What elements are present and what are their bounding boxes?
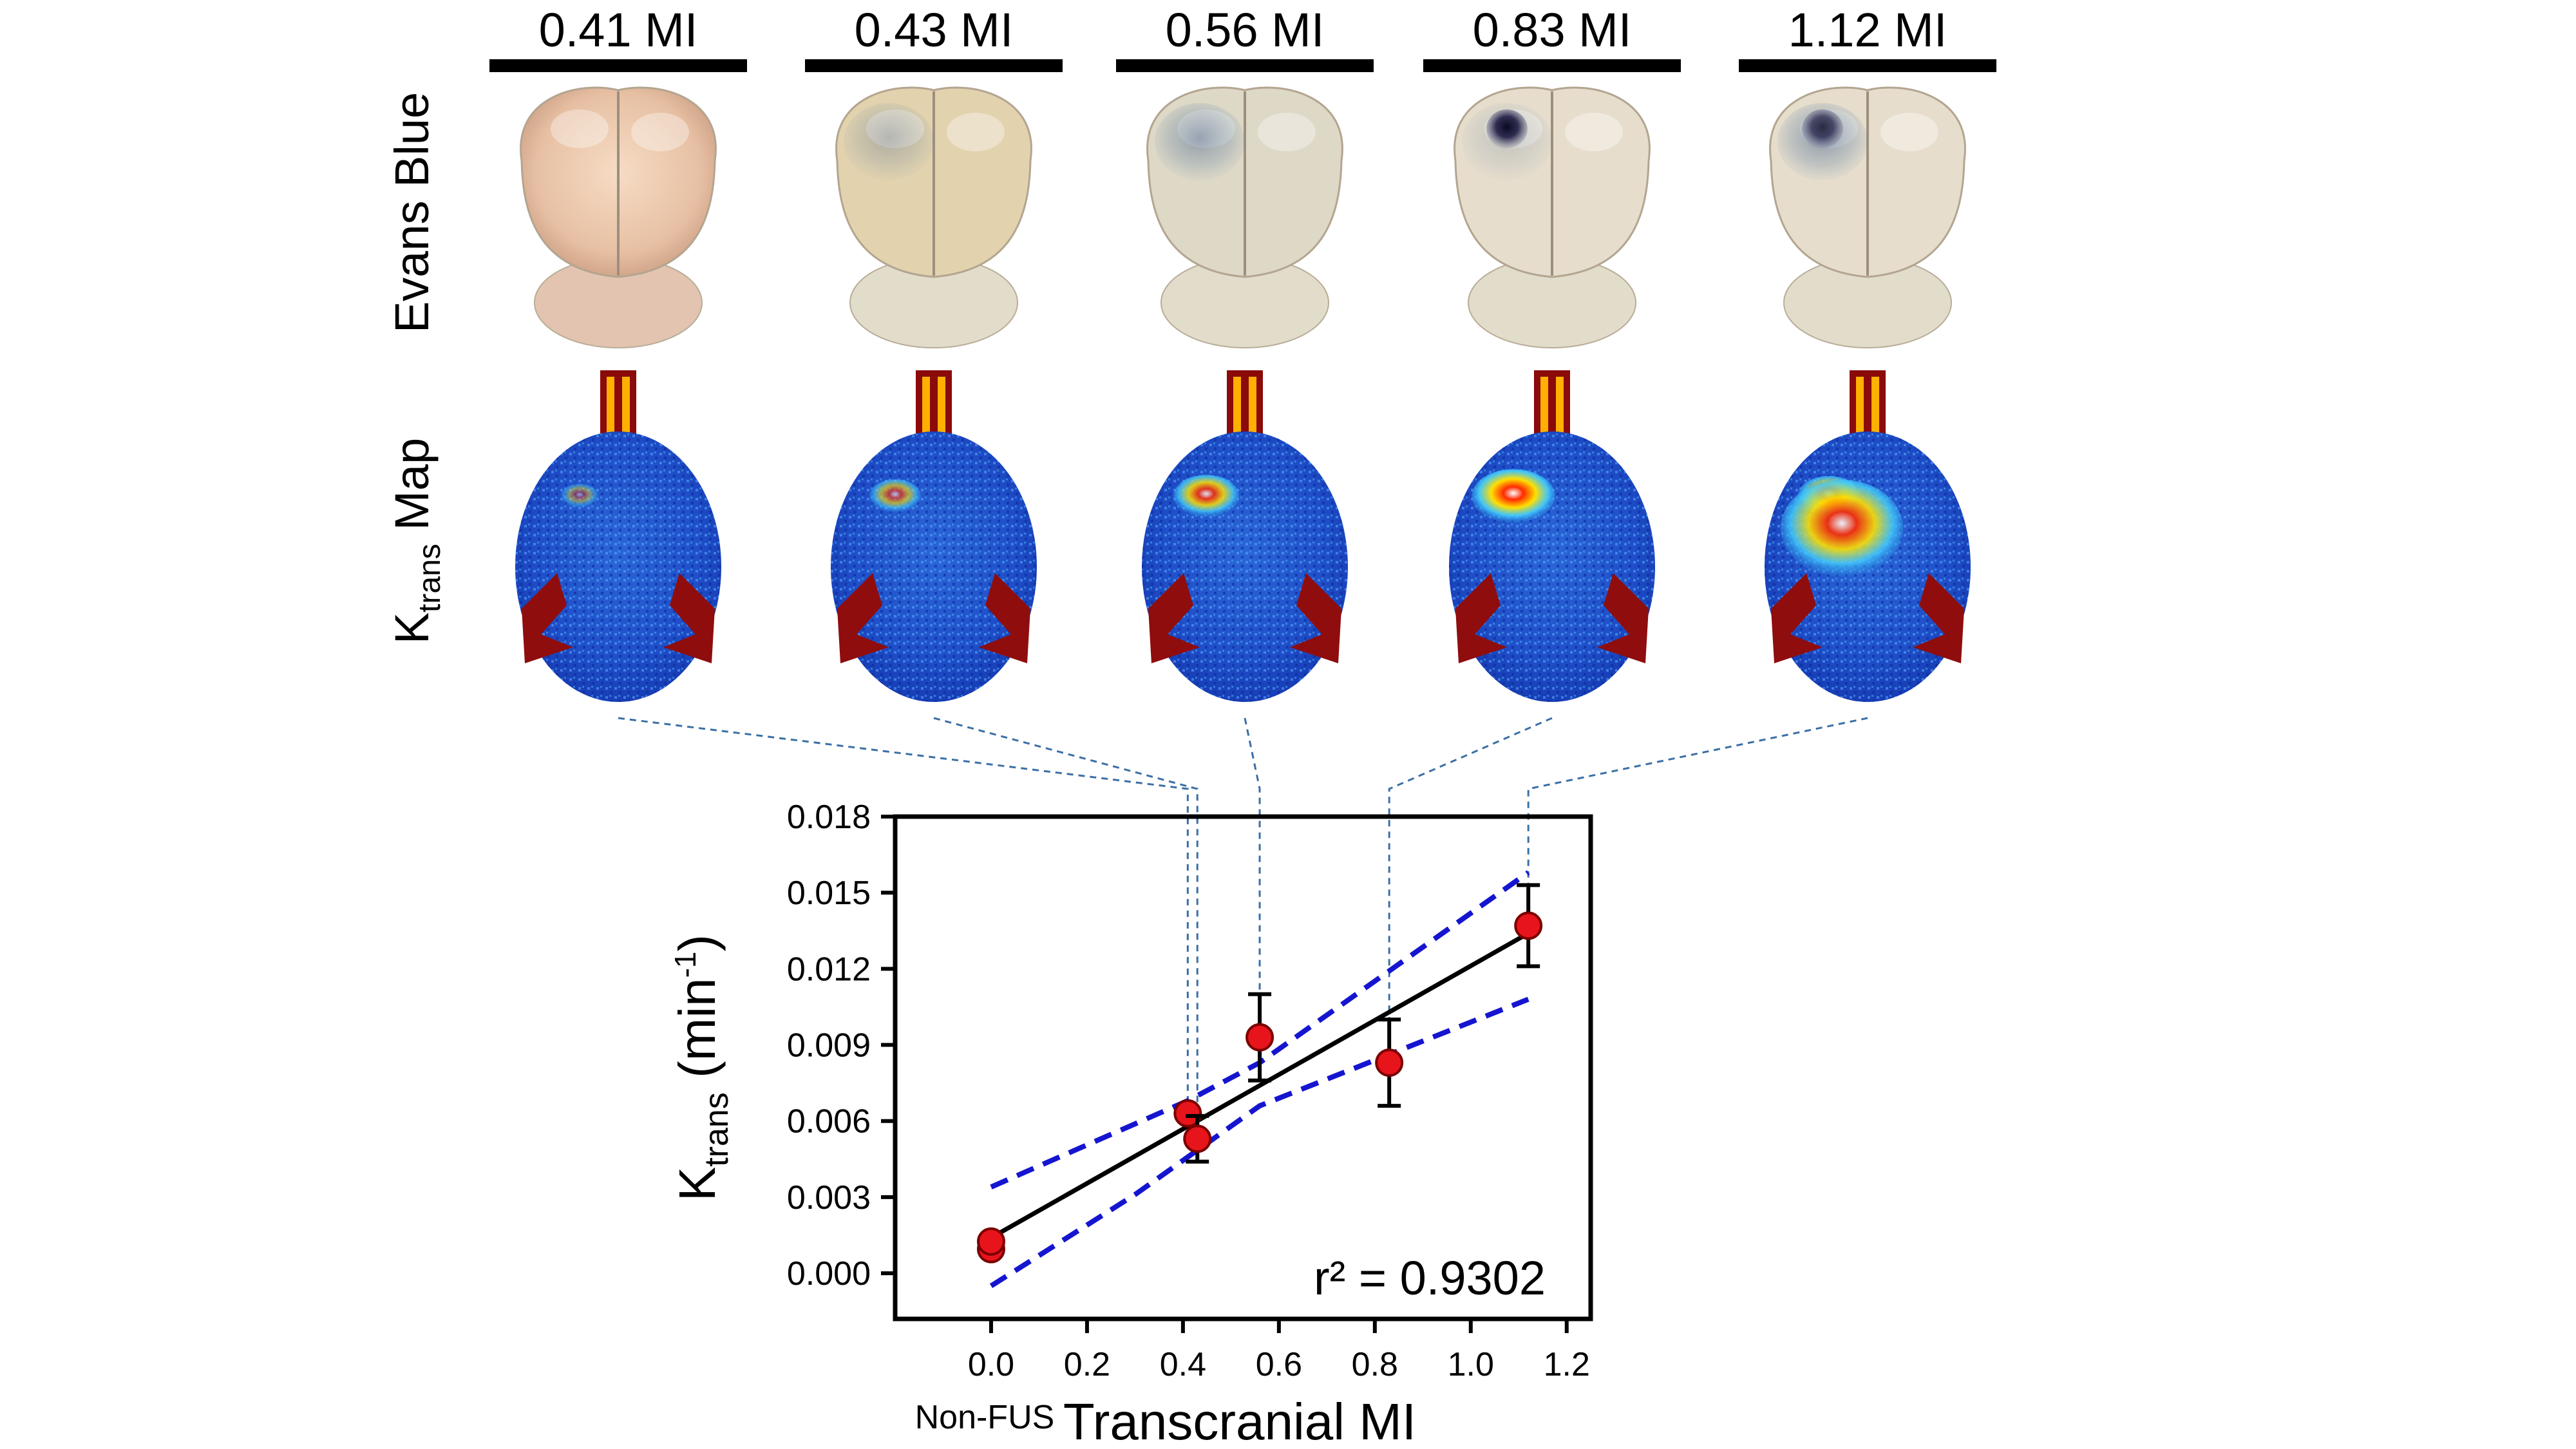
panel-0_56-MI: 0.56 MI xyxy=(1116,3,1374,702)
guide-line-4 xyxy=(1527,717,1868,926)
data-point-3 xyxy=(1183,1124,1212,1153)
r-squared-annotation: r² = 0.9302 xyxy=(1314,1251,1546,1305)
x-tick-label: 0.6 xyxy=(1256,1346,1302,1383)
data-point-6 xyxy=(1514,911,1543,940)
x-axis-label: Transcranial MI xyxy=(1063,1393,1416,1449)
data-point-2 xyxy=(1173,1099,1202,1128)
guide-lines xyxy=(618,717,1868,1139)
x-tick-label: 0.8 xyxy=(1352,1346,1398,1383)
x-tick-label: 1.0 xyxy=(1448,1346,1494,1383)
ktrans-map-image xyxy=(831,370,1037,702)
panel-header-bar xyxy=(1423,59,1681,72)
panel-mi-label: 0.43 MI xyxy=(855,3,1014,57)
ktrans-scatter-chart: 0.000 0.003 0.006 0.009 0.012 0.015 0.018 0.0 0.… xyxy=(668,799,1593,1449)
y-tick-label: 0.003 xyxy=(787,1179,871,1217)
data-point-5 xyxy=(1375,1048,1404,1077)
ci-upper-band xyxy=(990,870,1530,1189)
guide-line-1 xyxy=(933,717,1198,1139)
y-tick-label: 0.015 xyxy=(787,875,871,912)
y-tick-label: 0.000 xyxy=(787,1255,871,1293)
panel-1_12-MI: 1.12 MI xyxy=(1739,3,1996,702)
y-axis-label: Ktrans (min-1) xyxy=(668,934,735,1201)
panel-0_41-MI: 0.41 MI xyxy=(489,3,747,702)
guide-line-0 xyxy=(618,717,1189,1113)
ktrans-map-image xyxy=(1449,370,1655,702)
evans-blue-brain-image xyxy=(520,86,717,348)
panel-header-bar xyxy=(1116,59,1374,72)
data-point-1 xyxy=(976,1227,1005,1256)
panel-header-bar xyxy=(805,59,1063,72)
ktrans-map-image xyxy=(1765,370,1971,702)
panel-header-bar xyxy=(1739,59,1996,72)
panel-mi-label: 1.12 MI xyxy=(1788,3,1947,57)
panel-mi-label: 0.41 MI xyxy=(539,3,698,57)
row-labels: Evans Blue Ktrans Map xyxy=(385,92,447,644)
panel-header-bar xyxy=(489,59,747,72)
evans-blue-brain-image xyxy=(1146,86,1343,348)
ktrans-map-image xyxy=(515,370,721,702)
fit-line xyxy=(990,931,1530,1240)
y-tick-label: 0.006 xyxy=(787,1103,871,1141)
x-tick-label: 0.0 xyxy=(968,1346,1014,1383)
evans-blue-brain-image xyxy=(1769,86,1966,348)
x-tick-label: 0.2 xyxy=(1064,1346,1110,1383)
evans-blue-brain-image xyxy=(1454,86,1651,348)
y-tick-label: 0.012 xyxy=(787,951,871,988)
data-point-4 xyxy=(1245,1023,1274,1052)
y-tick-label: 0.018 xyxy=(787,799,871,836)
guide-line-2 xyxy=(1244,717,1261,1037)
evans-blue-row-label: Evans Blue xyxy=(385,92,439,333)
plot-frame xyxy=(893,814,1593,1321)
ktrans-map-row-label: Ktrans Map xyxy=(385,438,447,645)
panel-0_83-MI: 0.83 MI xyxy=(1423,3,1681,702)
evans-blue-brain-image xyxy=(835,86,1032,348)
panel-0_43-MI: 0.43 MI xyxy=(805,3,1063,702)
x-tick-label: 0.4 xyxy=(1160,1346,1206,1383)
non-fus-label: Non-FUS xyxy=(915,1399,1055,1436)
panel-mi-label: 0.56 MI xyxy=(1166,3,1325,57)
y-tick-label: 0.009 xyxy=(787,1027,871,1065)
brain-panels: 0.41 MI 0.43 MI 0.56 MI 0.83 MI 1.12 MI xyxy=(489,3,1996,702)
ktrans-map-image xyxy=(1142,370,1348,702)
x-tick-label: 1.2 xyxy=(1544,1346,1590,1383)
panel-mi-label: 0.83 MI xyxy=(1473,3,1632,57)
